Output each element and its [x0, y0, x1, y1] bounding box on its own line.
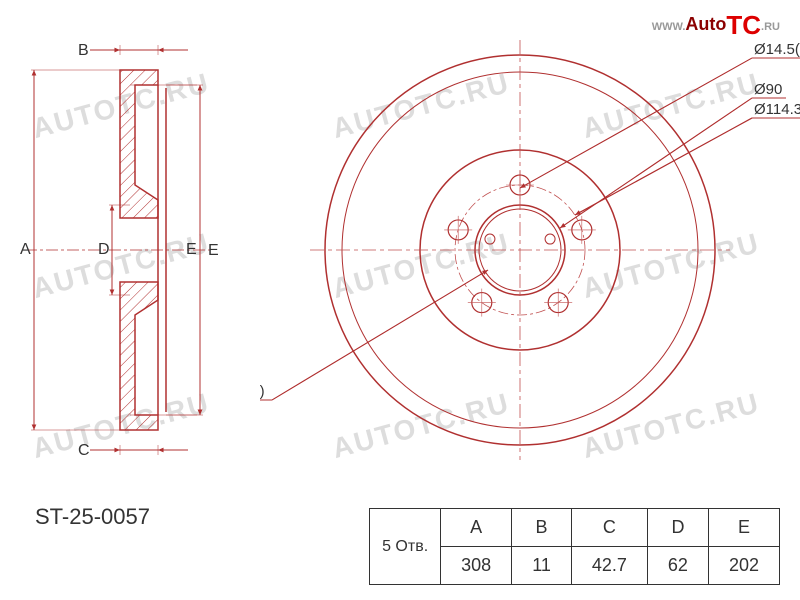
svg-text:D: D	[98, 241, 110, 258]
logo-www: WWW.	[652, 21, 686, 33]
svg-text:B: B	[78, 42, 89, 59]
table-cell: 62	[647, 547, 708, 585]
svg-text:E: E	[186, 241, 197, 258]
svg-text:M8(x2): M8(x2)	[260, 383, 265, 400]
table-cell: 42.7	[571, 547, 647, 585]
table-cell: 202	[708, 547, 779, 585]
svg-text:Ø90: Ø90	[754, 81, 782, 98]
svg-text:Ø114.3: Ø114.3	[754, 101, 800, 118]
site-logo: WWW.AutoTC.RU	[652, 10, 780, 41]
logo-tc: TC	[726, 10, 761, 40]
svg-text:A: A	[20, 241, 31, 258]
side-view-drawing: A B C D EE	[0, 0, 260, 500]
svg-text:Ø14.5(x5): Ø14.5(x5)	[754, 41, 800, 58]
logo-auto: Auto	[685, 14, 726, 34]
part-number: ST-25-0057	[35, 504, 150, 530]
table-cell: 11	[512, 547, 572, 585]
logo-ru: .RU	[761, 21, 780, 33]
table-cell: 308	[441, 547, 512, 585]
svg-text:C: C	[78, 442, 90, 459]
svg-text:E: E	[208, 242, 219, 259]
front-view-drawing: Ø14.5(x5) Ø90 Ø114.3 M8(x2)	[260, 0, 800, 520]
